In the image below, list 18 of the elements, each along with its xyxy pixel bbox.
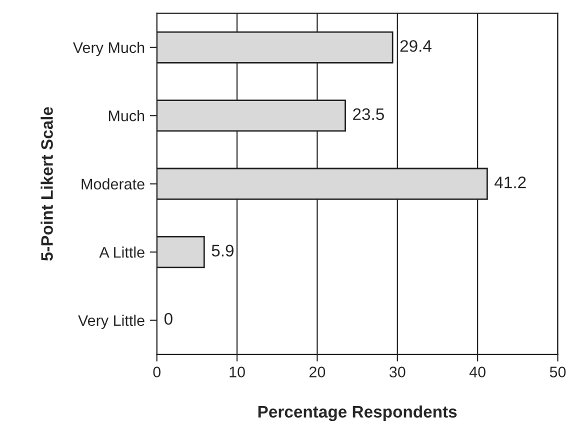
y-tick-label: Very Much [72, 42, 144, 56]
y-tick-label: Moderate [82, 178, 144, 190]
x-tick-label: 30 [389, 366, 406, 378]
y-axis-title: 5-Point Likert Scale [40, 107, 53, 261]
y-tick-label: Much [108, 110, 144, 122]
y-tick-label: A Little [99, 246, 144, 258]
x-tick-label: 10 [230, 366, 245, 378]
data-label: 41.2 [494, 176, 526, 188]
data-label: 29.4 [400, 40, 432, 52]
x-tick-label: 20 [310, 366, 326, 378]
data-label: 23.5 [353, 108, 384, 120]
y-tick-label: Very Little [78, 314, 144, 329]
x-tick-label: 50 [550, 366, 566, 378]
x-tick-label: 0 [153, 366, 161, 378]
x-axis-title: Percentage Respondents [258, 405, 457, 422]
data-label: 0 [164, 312, 172, 325]
x-tick-label: 40 [469, 366, 486, 378]
data-label: 5.9 [212, 244, 234, 257]
